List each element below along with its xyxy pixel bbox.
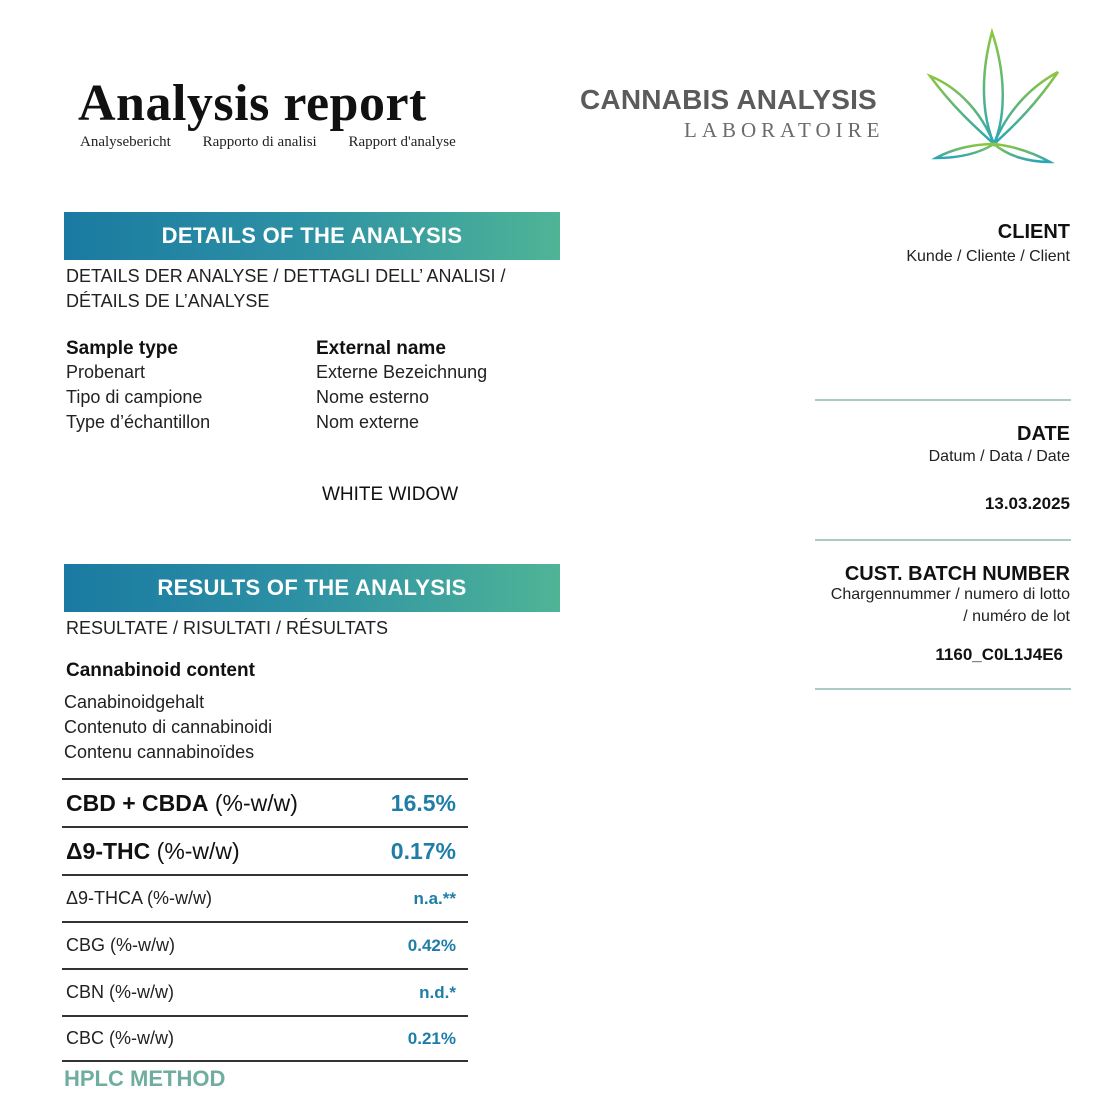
- logo-name: CANNABIS ANALYSIS: [580, 84, 877, 115]
- result-row-cbn: CBN (%-w/w) n.d.*: [62, 968, 468, 1015]
- external-name-label: External name: [316, 338, 446, 359]
- result-name: CBD + CBDA (%-w/w): [66, 790, 298, 817]
- date-subtitle: Datum / Data / Date: [928, 448, 1070, 465]
- result-row-cbc: CBC (%-w/w) 0.21%: [62, 1015, 468, 1062]
- result-value: 0.21%: [407, 1028, 456, 1048]
- cannabinoid-heading: Cannabinoid content: [66, 660, 255, 681]
- date-heading: DATE: [1017, 423, 1070, 445]
- batch-value: 1160_C0L1J4E6: [935, 645, 1063, 664]
- result-row-thca: Δ9-THCA (%-w/w) n.a.**: [62, 874, 468, 921]
- divider: [815, 688, 1071, 690]
- date-value: 13.03.2025: [984, 494, 1070, 513]
- batch-heading: CUST. BATCH NUMBER: [844, 563, 1070, 585]
- subtitle-it: Rapporto di analisi: [202, 134, 317, 150]
- result-name: Δ9-THC (%-w/w): [66, 838, 240, 865]
- results-banner: RESULTS OF THE ANALYSIS: [64, 564, 560, 612]
- result-value: 0.42%: [407, 935, 456, 955]
- sample-type-label: Sample type: [66, 338, 178, 359]
- result-row-cbd: CBD + CBDA (%-w/w) 16.5%: [62, 778, 468, 826]
- external-name-de: Externe Bezeichnung: [316, 362, 488, 382]
- external-name-value: WHITE WIDOW: [322, 484, 459, 505]
- result-value: n.d.*: [419, 982, 456, 1002]
- cannabinoid-fr: Contenu cannabinoïdes: [64, 742, 255, 762]
- result-row-cbg: CBG (%-w/w) 0.42%: [62, 921, 468, 968]
- batch-subtitle-line1: Chargennummer / numero di lotto: [830, 586, 1070, 603]
- sample-type-fr: Type d’échantillon: [66, 412, 211, 432]
- divider: [815, 539, 1071, 541]
- cannabinoid-translations: Canabinoidgehalt Contenuto di cannabinoi…: [64, 690, 272, 765]
- sample-type-de: Probenart: [66, 362, 146, 382]
- details-subtitle-line1: DETAILS DER ANALYSE / DETTAGLI DELL’ ANA…: [66, 266, 506, 286]
- report-subtitles: Analysebericht Rapporto di analisi Rappo…: [80, 134, 484, 151]
- result-row-thc: Δ9-THC (%-w/w) 0.17%: [62, 826, 468, 874]
- result-name: CBG (%-w/w): [66, 935, 175, 955]
- external-name-it: Nome esterno: [316, 387, 430, 407]
- result-name-bold: CBD + CBDA: [66, 789, 209, 816]
- report-title: Analysis report: [78, 75, 427, 132]
- batch-subtitle: Chargennummer / numero di lotto / numéro…: [831, 584, 1070, 628]
- details-banner: DETAILS OF THE ANALYSIS: [64, 212, 560, 260]
- subtitle-de: Analysebericht: [80, 134, 171, 150]
- results-subtitle: RESULTATE / RISULTATI / RÉSULTATS: [66, 618, 389, 638]
- details-subtitle: DETAILS DER ANALYSE / DETTAGLI DELL’ ANA…: [66, 264, 566, 314]
- divider: [815, 399, 1071, 401]
- cannabinoid-it: Contenuto di cannabinoidi: [64, 717, 273, 737]
- result-unit: (%-w/w): [150, 837, 240, 864]
- external-name-block: External name Externe Bezeichnung Nome e…: [316, 338, 487, 435]
- details-subtitle-line2: DÉTAILS DE L’ANALYSE: [66, 291, 270, 311]
- client-heading: CLIENT: [997, 221, 1070, 243]
- cannabis-leaf-icon: [926, 27, 1060, 168]
- external-name-fr: Nom externe: [316, 412, 420, 432]
- result-name: Δ9-THCA (%-w/w): [66, 888, 213, 908]
- batch-subtitle-line2: / numéro de lot: [963, 608, 1070, 625]
- result-value: 0.17%: [390, 837, 456, 864]
- results-table: CBD + CBDA (%-w/w) 16.5% Δ9-THC (%-w/w) …: [62, 778, 468, 1062]
- result-name: CBN (%-w/w): [66, 982, 174, 1002]
- client-subtitle: Kunde / Cliente / Client: [906, 248, 1070, 265]
- sample-type-it: Tipo di campione: [66, 387, 203, 407]
- method-label: HPLC METHOD: [64, 1066, 226, 1091]
- result-name: CBC (%-w/w): [66, 1028, 174, 1048]
- result-value: n.a.**: [413, 888, 456, 908]
- result-value: 16.5%: [390, 789, 456, 816]
- result-unit: (%-w/w): [208, 789, 298, 816]
- result-name-bold: Δ9-THC: [66, 837, 151, 864]
- cannabinoid-de: Canabinoidgehalt: [64, 692, 205, 712]
- subtitle-fr: Rapport d'analyse: [348, 134, 456, 150]
- logo-subtitle: LABORATOIRE: [684, 118, 885, 142]
- sample-type-block: Sample type Probenart Tipo di campione T…: [66, 338, 210, 435]
